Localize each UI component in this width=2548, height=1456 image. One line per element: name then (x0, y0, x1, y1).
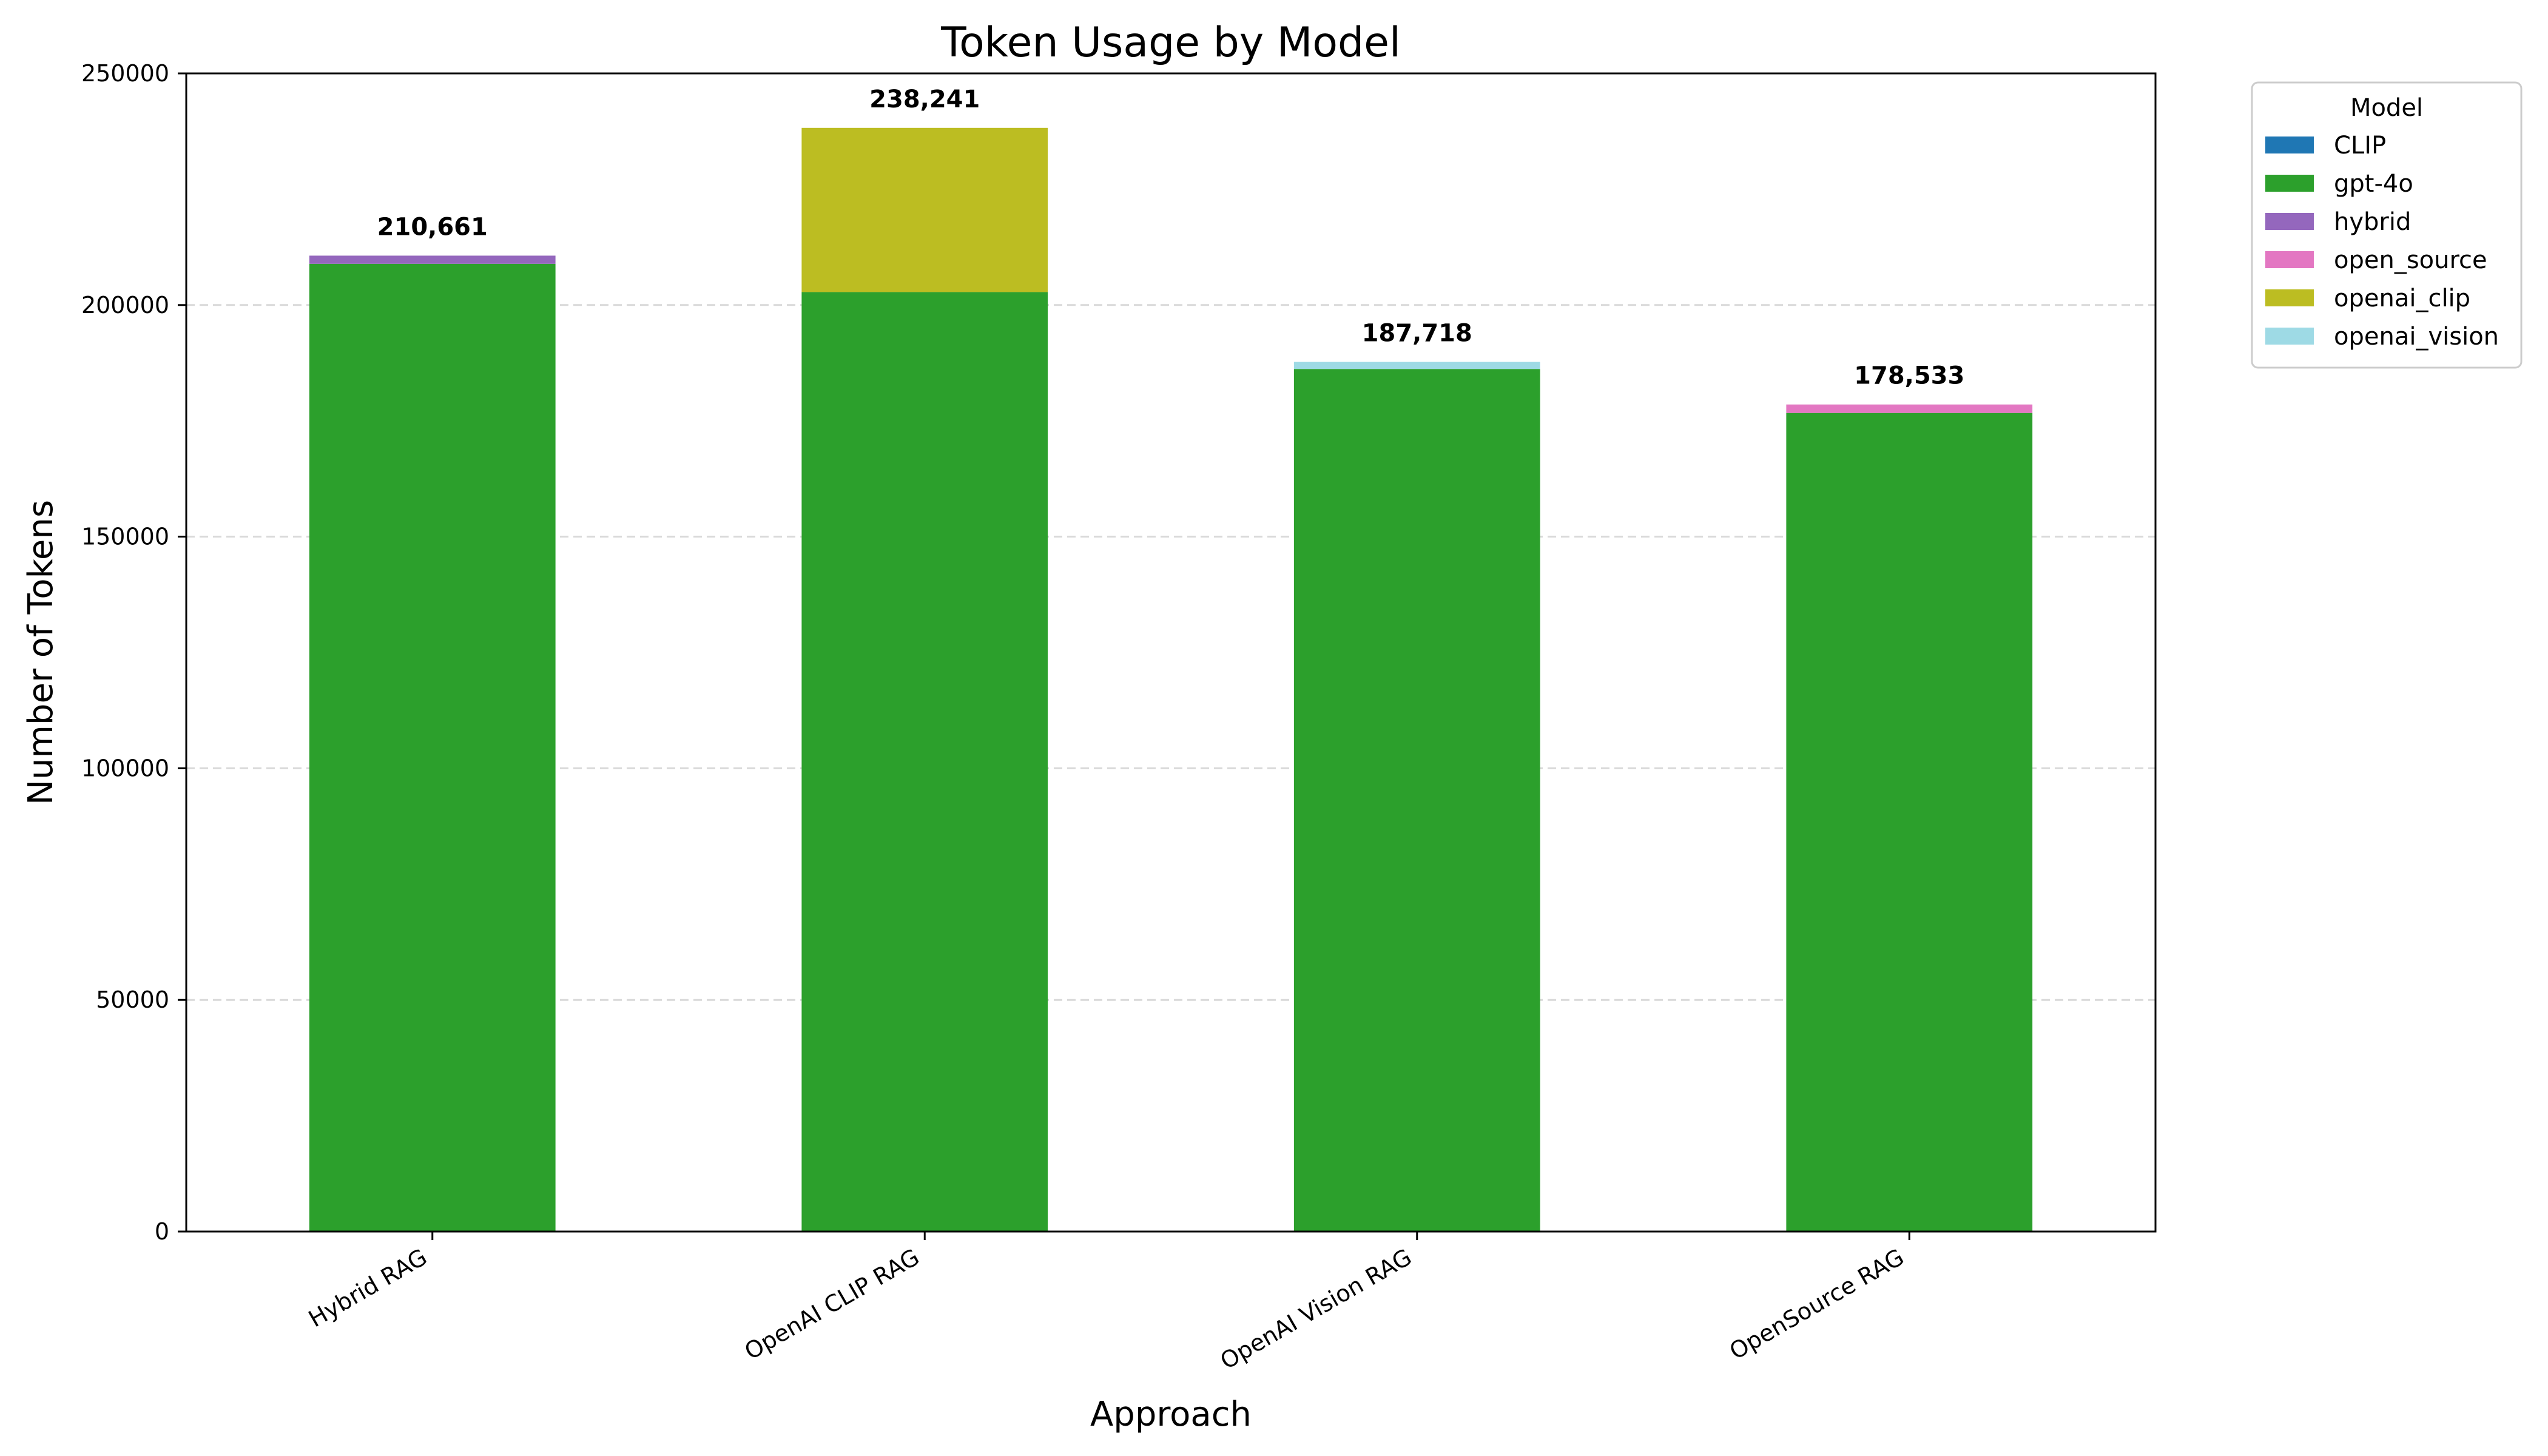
plot-frame (185, 72, 2157, 1233)
total-label: 238,241 (869, 86, 980, 113)
x-tick-label: OpenAI Vision RAG (1216, 1244, 1416, 1375)
x-tick-label: OpenSource RAG (1725, 1244, 1908, 1365)
bar-segment (801, 292, 1048, 1232)
y-tick-label: 100000 (81, 755, 169, 781)
legend-label: hybrid (2334, 208, 2411, 236)
legend-swatch (2265, 251, 2314, 268)
x-axis-title: Approach (1090, 1395, 1252, 1434)
legend-swatch (2265, 136, 2314, 153)
legend-label: open_source (2334, 246, 2487, 274)
total-label: 210,661 (377, 213, 488, 241)
x-tick-label: Hybrid RAG (304, 1244, 431, 1333)
y-tick-label: 0 (155, 1218, 169, 1245)
legend-label: CLIP (2334, 132, 2386, 160)
legend-label: openai_vision (2334, 323, 2499, 351)
bar-segment (1786, 413, 2033, 1232)
total-label: 178,533 (1854, 362, 1964, 390)
bar-segment (1293, 362, 1540, 369)
legend-swatch (2265, 289, 2314, 306)
y-tick-label: 250000 (81, 60, 169, 87)
bar-segment (1293, 369, 1540, 1232)
bars (309, 127, 2033, 1232)
bar-segment (801, 127, 1048, 292)
legend-title: Model (2350, 94, 2423, 122)
y-tick-label: 200000 (81, 292, 169, 318)
y-tick-label: 150000 (81, 524, 169, 550)
x-tick-label: OpenAI CLIP RAG (740, 1244, 924, 1365)
total-label: 187,718 (1362, 320, 1472, 348)
legend-swatch (2265, 328, 2314, 345)
legend-swatch (2265, 175, 2314, 192)
bar-segment (309, 263, 556, 1232)
legend-label: openai_clip (2334, 285, 2470, 312)
bar-segment (1786, 404, 2033, 413)
legend-label: gpt-4o (2334, 170, 2413, 198)
legend-swatch (2265, 213, 2314, 230)
y-tick-label: 50000 (96, 986, 169, 1013)
chart-title: Token Usage by Model (940, 19, 1401, 67)
legend: Model CLIP gpt-4o hybrid open_source openai_c… (2251, 81, 2523, 369)
bar-segment (309, 255, 556, 264)
data-labels: 210,661 238,241 187,718 178,533 (377, 86, 1965, 390)
legend-box (2251, 81, 2523, 369)
y-axis-title: Number of Tokens (21, 500, 61, 805)
